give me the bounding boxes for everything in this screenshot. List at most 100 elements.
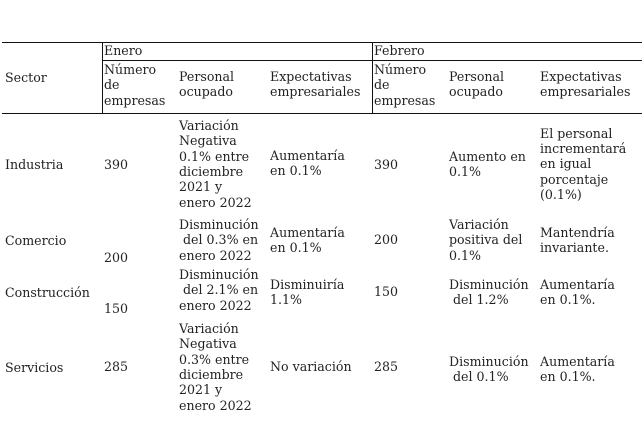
- month-divider-0: [102, 42, 103, 113]
- cell-line: Disminuiría: [270, 276, 345, 292]
- table-cell: Variación positiva del 0.1%: [449, 217, 522, 263]
- cell-line: El personal: [540, 125, 613, 141]
- cell-line: enero 2022: [179, 397, 252, 413]
- row-sector: Servicios: [5, 360, 64, 375]
- cell-line: Aumentaría: [270, 224, 345, 240]
- cell-line: Personal: [179, 69, 235, 84]
- cell-line: de: [374, 77, 390, 93]
- row-sector: Construcción: [5, 285, 90, 300]
- table-cell: Disminución del 1.2%: [449, 277, 529, 308]
- cell-line: del 0.3% en: [183, 232, 259, 248]
- cell-line: enero 2022: [179, 194, 252, 210]
- row-sector: Comercio: [5, 233, 67, 248]
- table-cell: 150: [104, 301, 128, 316]
- column-header: Personal ocupado: [449, 69, 504, 100]
- cell-line: en 0.1%: [270, 239, 322, 255]
- cell-line: empresariales: [540, 84, 631, 100]
- cell-line: 1.1%: [270, 291, 302, 307]
- table-cell: Aumentaría en 0.1%: [270, 148, 345, 179]
- cell-line: Variación: [449, 217, 509, 233]
- table-cell: Variación Negativa 0.3% entre diciembre 2021…: [179, 321, 252, 413]
- cell-line: Mantendría: [540, 224, 615, 240]
- table-top-rule: [2, 42, 642, 43]
- cell-line: 0.3% entre: [179, 351, 250, 367]
- cell-line: enero 2022: [179, 297, 252, 313]
- cell-line: Variación: [179, 321, 239, 337]
- cell-line: 0.1%: [449, 163, 481, 179]
- table-cell: Disminución del 0.1%: [449, 354, 529, 385]
- cell-line: 285: [374, 359, 399, 375]
- cell-line: Expectativas: [540, 69, 622, 84]
- table-cell: 390: [374, 157, 398, 172]
- table-cell: Aumentaría en 0.1%: [270, 225, 345, 256]
- cell-line: en 0.1%: [270, 162, 322, 178]
- cell-line: del 1.2%: [453, 291, 509, 307]
- cell-line: Negativa: [179, 336, 237, 352]
- cell-line: Disminución: [179, 267, 259, 283]
- table-cell: 285: [104, 359, 128, 374]
- cell-line: 2021 y: [179, 179, 223, 195]
- cell-line: Número: [104, 62, 157, 77]
- table-cell: El personal incrementará en igual porcentaj…: [540, 126, 626, 202]
- cell-line: enero 2022: [179, 247, 252, 263]
- column-header: Número de empresas: [374, 62, 435, 108]
- cell-line: Aumentaría: [270, 147, 345, 163]
- cell-line: ocupado: [179, 84, 233, 100]
- table-cell: Aumentaría en 0.1%.: [540, 354, 615, 385]
- cell-line: en 0.1%.: [540, 368, 596, 384]
- cell-line: diciembre: [179, 163, 244, 179]
- table-cell: Disminución del 2.1% en enero 2022: [179, 267, 259, 313]
- cell-line: positiva del: [449, 232, 523, 248]
- cell-line: Expectativas: [270, 69, 352, 84]
- column-header: Personal ocupado: [179, 69, 234, 100]
- row-sector: Industria: [5, 157, 64, 172]
- cell-line: porcentaje: [540, 171, 609, 187]
- table-cell: 200: [104, 250, 128, 265]
- table-cell: 390: [104, 157, 128, 172]
- cell-line: Variación: [179, 118, 239, 134]
- cell-line: Disminución: [449, 276, 529, 292]
- cell-line: empresariales: [270, 84, 361, 100]
- month-divider-1: [372, 42, 373, 113]
- cell-line: en igual: [540, 156, 592, 172]
- cell-line: invariante.: [540, 239, 609, 255]
- cell-line: Disminución: [449, 353, 529, 369]
- table-cell: Aumento en 0.1%: [449, 149, 526, 180]
- cell-line: Negativa: [179, 133, 237, 149]
- table-cell: 200: [374, 232, 398, 247]
- column-header: Expectativas empresariales: [540, 69, 630, 100]
- cell-line: 2021 y: [179, 382, 223, 398]
- table-cell: Disminución del 0.3% en enero 2022: [179, 217, 259, 263]
- header-bottom-rule: [2, 113, 642, 114]
- cell-line: 200: [104, 250, 129, 266]
- cell-line: 200: [374, 232, 399, 248]
- cell-line: 150: [374, 284, 399, 300]
- table-cell: No variación: [270, 359, 352, 374]
- cell-line: del 0.1%: [453, 368, 509, 384]
- cell-line: Disminución: [179, 217, 259, 233]
- cell-line: empresas: [374, 92, 436, 108]
- cell-line: empresas: [104, 92, 166, 108]
- cell-line: 0.1%: [449, 247, 481, 263]
- cell-line: Personal: [449, 69, 505, 84]
- month-header-enero: Enero: [104, 43, 143, 58]
- cell-line: de: [104, 77, 120, 93]
- cell-line: 150: [104, 301, 129, 317]
- cell-line: Aumentaría: [540, 353, 615, 369]
- table-cell: Aumentaría en 0.1%.: [540, 277, 615, 308]
- cell-line: Aumentaría: [540, 276, 615, 292]
- cell-line: incrementará: [540, 141, 627, 157]
- cell-line: diciembre: [179, 366, 244, 382]
- cell-line: del 2.1% en: [183, 282, 259, 298]
- cell-line: ocupado: [449, 84, 503, 100]
- cell-line: 390: [104, 157, 129, 173]
- table-cell: 150: [374, 284, 398, 299]
- column-header: Expectativas empresariales: [270, 69, 360, 100]
- cell-line: Aumento en: [449, 148, 526, 164]
- table-cell: Disminuiría 1.1%: [270, 277, 344, 308]
- cell-line: 390: [374, 157, 399, 173]
- month-header-febrero: Febrero: [374, 43, 425, 58]
- table-cell: Mantendría invariante.: [540, 225, 615, 256]
- table-cell: Variación Negativa 0.1% entre diciembre 2021…: [179, 118, 252, 210]
- sector-header: Sector: [5, 70, 47, 85]
